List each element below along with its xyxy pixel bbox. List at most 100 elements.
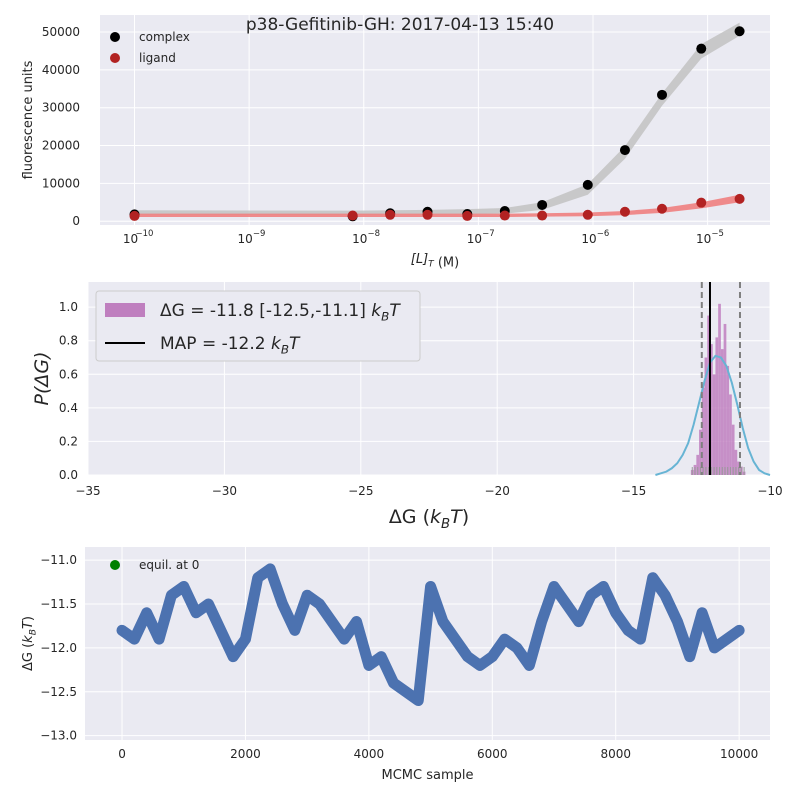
y-tick-label: −13.0 bbox=[40, 729, 77, 743]
trace-point bbox=[561, 599, 572, 610]
figure-title: p38-Gefitinib-GH: 2017-04-13 15:40 bbox=[246, 15, 554, 35]
y-tick-label: 50000 bbox=[42, 25, 80, 39]
y-tick-label: 1.0 bbox=[59, 300, 78, 314]
ligand-point bbox=[499, 210, 510, 221]
y-tick-label: 0.8 bbox=[59, 334, 78, 348]
y-tick-label: 10000 bbox=[42, 176, 80, 190]
complex-point bbox=[582, 179, 593, 190]
y-axis-label: ΔG (kBT) bbox=[21, 616, 38, 671]
trace-point bbox=[252, 572, 263, 583]
x-tick-exponent: −9 bbox=[253, 229, 266, 239]
trace-point bbox=[376, 651, 387, 662]
trace-point bbox=[684, 651, 695, 662]
trace-point bbox=[203, 599, 214, 610]
x-tick-label: 6000 bbox=[477, 747, 508, 761]
legend-label: equil. at 0 bbox=[139, 558, 199, 572]
trace-point bbox=[363, 660, 374, 671]
x-tick-label: 10 bbox=[352, 232, 367, 246]
x-tick-label: 2000 bbox=[230, 747, 261, 761]
trace-point bbox=[536, 616, 547, 627]
y-tick-label: 0.4 bbox=[59, 401, 78, 415]
y-tick-label: 20000 bbox=[42, 139, 80, 153]
free-energy-histogram-plot: −35 −30 −25 −20 −15 −10 0.0 0.2 0.4 0.6 0.8 1.0 ΔG =… bbox=[31, 282, 783, 532]
ligand-point bbox=[619, 206, 630, 217]
trace-point bbox=[672, 616, 683, 627]
histogram-bar bbox=[701, 387, 705, 475]
x-tick-label: −20 bbox=[485, 484, 510, 498]
histogram-bar bbox=[723, 323, 727, 475]
x-tick-label: 10000 bbox=[720, 747, 758, 761]
trace-point bbox=[117, 625, 128, 636]
trace-point bbox=[660, 590, 671, 601]
y-tick-label: −11.0 bbox=[40, 553, 77, 567]
histogram-bar bbox=[734, 449, 738, 475]
histogram-bar bbox=[718, 303, 721, 475]
legend-marker bbox=[110, 560, 120, 570]
x-tick-exponent: −6 bbox=[597, 229, 610, 239]
legend-marker bbox=[110, 32, 120, 42]
trace-point bbox=[697, 607, 708, 618]
legend-label: ligand bbox=[139, 51, 176, 65]
legend-label-delta-g: ΔG = -11.8 [-12.5,-11.1] kBT bbox=[160, 301, 401, 323]
x-tick-label: −15 bbox=[621, 484, 646, 498]
trace-point bbox=[586, 590, 597, 601]
histogram-bar bbox=[720, 349, 724, 475]
trace-point bbox=[240, 634, 251, 645]
trace-point bbox=[721, 634, 732, 645]
x-tick-label: −10 bbox=[757, 484, 782, 498]
trace-point bbox=[573, 616, 584, 627]
trace-point bbox=[598, 581, 609, 592]
trace-point bbox=[326, 616, 337, 627]
trace-point bbox=[635, 634, 646, 645]
trace-point bbox=[610, 607, 621, 618]
x-tick-label: 8000 bbox=[600, 747, 631, 761]
histogram-bar bbox=[699, 429, 702, 475]
x-tick-label: 10 bbox=[581, 232, 596, 246]
histogram-bar bbox=[715, 337, 719, 475]
histogram-bar bbox=[731, 424, 735, 475]
trace-point bbox=[425, 581, 436, 592]
trace-point bbox=[265, 563, 276, 574]
histogram-bar bbox=[729, 394, 732, 475]
x-tick-label: 0 bbox=[118, 747, 126, 761]
trace-point bbox=[154, 634, 165, 645]
trace-point bbox=[388, 677, 399, 688]
binding-curve-plot: 10−10 10 −9 10 −8 10 −7 10 −6 10 −5010000200003000… bbox=[21, 15, 770, 270]
legend-swatch-histogram bbox=[105, 303, 145, 317]
legend-box bbox=[95, 290, 421, 362]
y-tick-label: 40000 bbox=[42, 63, 80, 77]
trace-point bbox=[178, 581, 189, 592]
mcmc-trace-plot: 0 2000 4000 6000 8000 10000 −13.0 −12.5 −12.0 −11… bbox=[21, 547, 770, 783]
trace-point bbox=[129, 634, 140, 645]
ligand-point bbox=[734, 193, 745, 204]
x-tick-exponent: −10 bbox=[136, 229, 154, 239]
complex-point bbox=[537, 199, 548, 210]
histogram-bar bbox=[707, 315, 710, 475]
trace-point bbox=[191, 607, 202, 618]
y-tick-label: 0.6 bbox=[59, 367, 78, 381]
x-tick-label: 10 bbox=[237, 232, 252, 246]
trace-point bbox=[511, 642, 522, 653]
x-tick-label: 4000 bbox=[354, 747, 385, 761]
trace-point bbox=[709, 642, 720, 653]
x-axis-label: [L]T (M) bbox=[411, 252, 459, 270]
ligand-point bbox=[422, 209, 433, 220]
x-axis-label: ΔG (kBT) bbox=[389, 506, 469, 532]
histogram-bar bbox=[712, 374, 716, 475]
trace-point bbox=[166, 590, 177, 601]
legend-label-map: MAP = -12.2 kBT bbox=[160, 334, 301, 356]
trace-point bbox=[302, 590, 313, 601]
ligand-point bbox=[657, 203, 668, 214]
y-tick-label: −11.5 bbox=[40, 597, 77, 611]
trace-point bbox=[462, 651, 473, 662]
x-tick-label: −30 bbox=[212, 484, 237, 498]
x-tick-label: −25 bbox=[348, 484, 373, 498]
y-tick-label: −12.0 bbox=[40, 641, 77, 655]
plot-area bbox=[100, 15, 770, 225]
kde-curve bbox=[655, 354, 771, 476]
trace-point bbox=[228, 651, 239, 662]
trace-point bbox=[314, 599, 325, 610]
trace-point bbox=[623, 625, 634, 636]
trace-point bbox=[215, 625, 226, 636]
